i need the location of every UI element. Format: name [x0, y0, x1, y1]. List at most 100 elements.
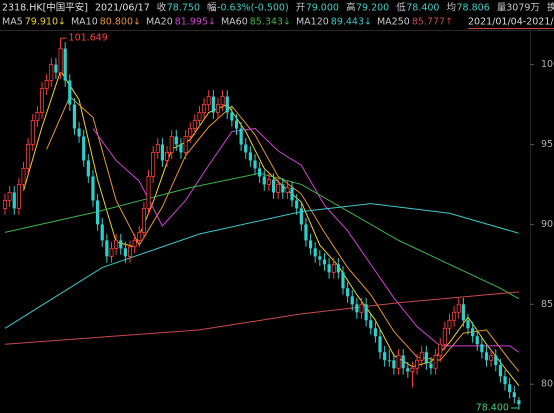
ma-line: [4, 291, 519, 345]
candle-body: [508, 384, 512, 393]
candle-body: [12, 192, 16, 209]
candle-body: [137, 231, 142, 241]
candle-body: [16, 184, 21, 209]
candle-body: [456, 303, 461, 313]
ma-legend-name: MA250: [377, 17, 410, 28]
candle-body: [230, 112, 234, 121]
candle-body: [96, 200, 100, 225]
candle-body: [489, 355, 494, 361]
annotation-label: 101.649: [69, 33, 108, 44]
header-item: 开: [296, 3, 306, 14]
candle-body: [396, 355, 401, 369]
ma-legend-name: MA20: [146, 17, 173, 28]
ma-legend-value: 80.800↓: [100, 17, 141, 28]
candle-body: [100, 224, 104, 241]
candle-body: [26, 144, 31, 169]
candle-body: [262, 176, 266, 185]
candle-body: [169, 136, 174, 153]
candle-body: [220, 96, 225, 105]
candle-body: [49, 64, 54, 81]
candle-body: [258, 168, 262, 177]
y-tick-label: 80: [541, 379, 553, 390]
candle-body: [202, 104, 207, 113]
candle-body: [253, 160, 257, 169]
header-item: 幅: [207, 2, 217, 14]
candle-body: [225, 96, 229, 113]
candle-body: [58, 48, 63, 73]
candle-body: [304, 224, 308, 241]
candle-body: [119, 240, 123, 249]
candle-body: [355, 304, 359, 313]
candle-body: [369, 320, 373, 329]
candle-body: [151, 152, 156, 177]
candle-body: [471, 328, 475, 337]
candle-body: [234, 120, 239, 129]
candle-body: [424, 352, 428, 364]
candle-body: [295, 200, 299, 209]
candle-body: [160, 144, 165, 161]
header-item: 78.750: [167, 3, 200, 14]
candle-body: [336, 264, 340, 273]
candle-body: [452, 311, 457, 321]
candle-body: [410, 367, 415, 372]
candle-body: [364, 304, 368, 321]
header-item: 高: [346, 2, 356, 14]
candle-body: [401, 355, 405, 369]
candle-body: [109, 247, 114, 257]
candle-body: [68, 80, 72, 105]
header-item: 量3079万: [497, 3, 540, 14]
ma-legend-value: 79.910↓: [25, 17, 66, 28]
candle-body: [77, 128, 81, 137]
ma-legend-name: MA120: [296, 17, 329, 28]
y-tick-label: 85: [541, 299, 553, 310]
candle-body: [91, 176, 95, 201]
candle-body: [155, 144, 160, 153]
candle-body: [281, 184, 285, 193]
header-item: 2318.HK[中国平安]: [2, 2, 88, 14]
y-tick-label: 90: [541, 219, 553, 230]
header-item: 78.400: [406, 3, 439, 14]
candle-body: [494, 355, 498, 366]
ma-legend-name: MA60: [221, 17, 248, 28]
candle-body: [285, 187, 290, 193]
candle-body: [299, 208, 303, 225]
candle-body: [346, 288, 350, 297]
candle-body: [378, 336, 382, 353]
candle-body: [183, 136, 188, 153]
candle-body: [313, 248, 317, 257]
candle-body: [442, 327, 447, 345]
candle-body: [480, 344, 484, 353]
candle-body: [466, 320, 470, 329]
ma-legend-value: 85.343↓: [250, 17, 291, 28]
header-item: 收: [157, 2, 167, 14]
candle-body: [114, 239, 119, 249]
candle-body: [54, 64, 58, 73]
ma-legend-name: MA5: [2, 17, 23, 28]
candle-body: [72, 104, 77, 129]
candle-body: [415, 359, 420, 369]
range-label: 2021/01/04-2021/06/17[112日: [468, 17, 554, 28]
candle-body: [244, 144, 248, 153]
candle-body: [484, 352, 489, 361]
ma-line: [46, 95, 520, 372]
candle-body: [331, 263, 336, 273]
header-item: 79.200: [356, 3, 389, 14]
ma-legend-value: 81.995↓: [175, 17, 216, 28]
candle-body: [475, 336, 479, 345]
candle-body: [290, 187, 294, 201]
candle-body: [383, 352, 387, 361]
candle-body: [174, 136, 178, 145]
ma-legend-value: 85.777↑: [412, 17, 453, 28]
candle-body: [308, 240, 313, 249]
candle-body: [82, 136, 86, 161]
candle-body: [419, 351, 424, 361]
header-item: 均: [446, 2, 456, 14]
candle-body: [188, 128, 193, 137]
candle-body: [215, 104, 220, 113]
candle-body: [387, 360, 391, 362]
candle-body: [503, 376, 507, 385]
candle-body: [239, 128, 243, 145]
candle-body: [44, 80, 49, 89]
candle-body: [318, 256, 322, 260]
candle-body: [392, 360, 396, 369]
